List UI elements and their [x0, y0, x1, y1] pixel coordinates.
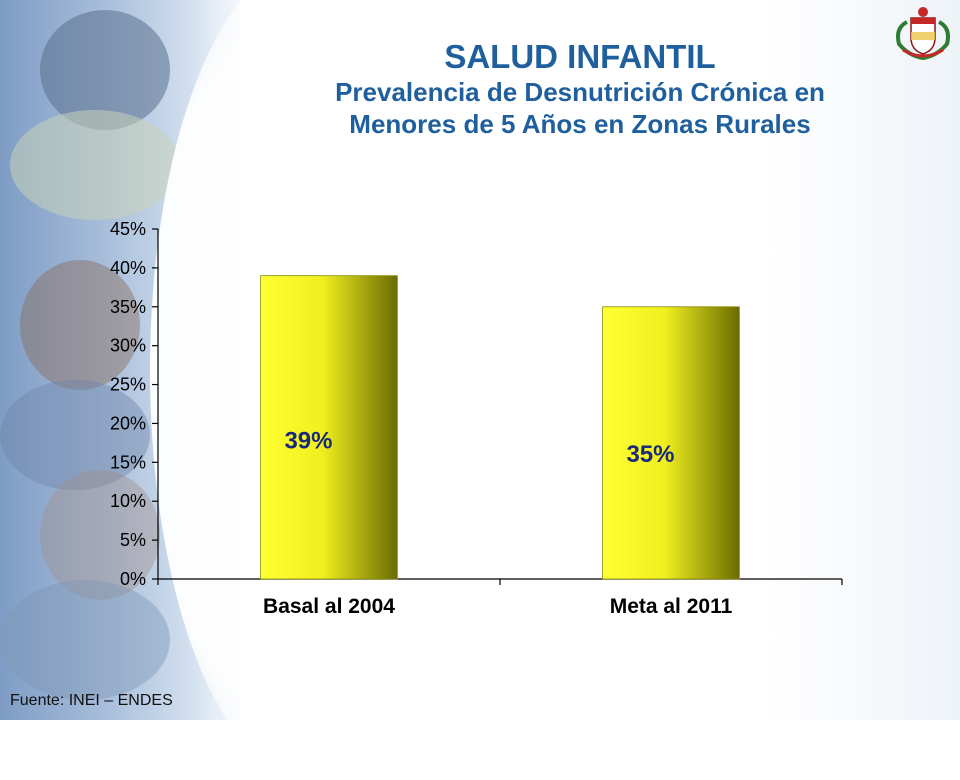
y-tick-label: 15%	[110, 452, 146, 472]
peru-coat-of-arms-icon	[896, 7, 950, 60]
subtitle-line-2: Menores de 5 Años en Zonas Rurales	[349, 109, 811, 139]
bar	[602, 306, 740, 580]
slide-title: SALUD INFANTIL Prevalencia de Desnutrici…	[300, 38, 860, 140]
data-label: 35%	[626, 441, 674, 468]
y-tick-label: 45%	[110, 219, 146, 239]
data-label: 39%	[284, 428, 332, 455]
slide-background	[0, 0, 960, 720]
y-tick-label: 40%	[110, 258, 146, 278]
source-note: Fuente: INEI – ENDES	[10, 692, 173, 709]
y-tick-label: 20%	[110, 413, 146, 433]
y-tick-label: 35%	[110, 297, 146, 317]
bar	[260, 275, 398, 580]
bar-chart: 0% 5% 10% 15% 20% 25% 30% 35% 40% 45% 39% Basal al…	[110, 219, 843, 618]
y-tick-label: 10%	[110, 491, 146, 511]
subtitle-line-1: Prevalencia de Desnutrición Crónica en	[335, 77, 825, 107]
y-tick-label: 30%	[110, 336, 146, 356]
y-tick-label: 25%	[110, 375, 146, 395]
y-tick-label: 0%	[120, 569, 146, 589]
y-tick-label: 5%	[120, 530, 146, 550]
title-text: SALUD INFANTIL	[444, 38, 716, 75]
x-tick-label: Basal al 2004	[263, 595, 395, 618]
x-tick-label: Meta al 2011	[610, 595, 733, 618]
